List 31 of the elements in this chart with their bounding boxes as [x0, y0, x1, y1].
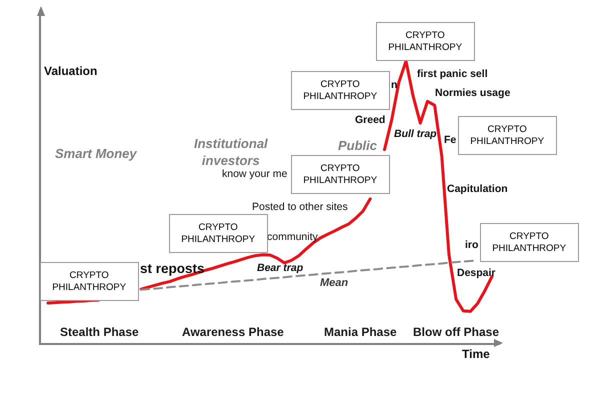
annotation: Normies usage [435, 87, 510, 99]
annotation: Smart Money [55, 146, 138, 161]
annotation: Institutional investors [194, 136, 268, 168]
x-axis-title: Time [462, 347, 490, 361]
annotation: first panic sell [417, 68, 488, 80]
annotation: CRYPTO PHILANTHROPY [181, 222, 256, 246]
annotation: Bear trap [257, 262, 304, 274]
annotation: CRYPTO PHILANTHROPY [52, 270, 127, 294]
annotation: CRYPTO PHILANTHROPY [303, 78, 378, 102]
text: CRYPTO PHILANTHROPY [388, 30, 463, 54]
annotation: community [267, 231, 319, 243]
annotation: know your me [222, 168, 288, 180]
series-label: Mean [320, 277, 348, 289]
annotation: Fe [444, 134, 456, 146]
annotation: Awareness Phase [182, 325, 284, 339]
y-axis-title: Valuation [44, 64, 98, 78]
annotation: n [391, 79, 398, 91]
annotation: Blow off Phase [413, 325, 500, 339]
annotation: Stealth Phase [60, 325, 140, 339]
annotation: CRYPTO PHILANTHROPY [470, 124, 545, 148]
annotation: Public [338, 138, 378, 153]
annotation: Greed [355, 114, 386, 126]
annotation: Bull trap [394, 128, 438, 140]
annotation: Capitulation [447, 183, 508, 195]
annotation: CRYPTO PHILANTHROPY [303, 162, 378, 186]
annotation: Mania Phase [324, 325, 398, 339]
annotation: Posted to other sites [252, 201, 348, 213]
annotation: Despair [457, 267, 496, 279]
annotation: iro [465, 239, 478, 251]
annotation: CRYPTO PHILANTHROPY [492, 230, 567, 254]
annotation: st reposts [140, 261, 205, 276]
